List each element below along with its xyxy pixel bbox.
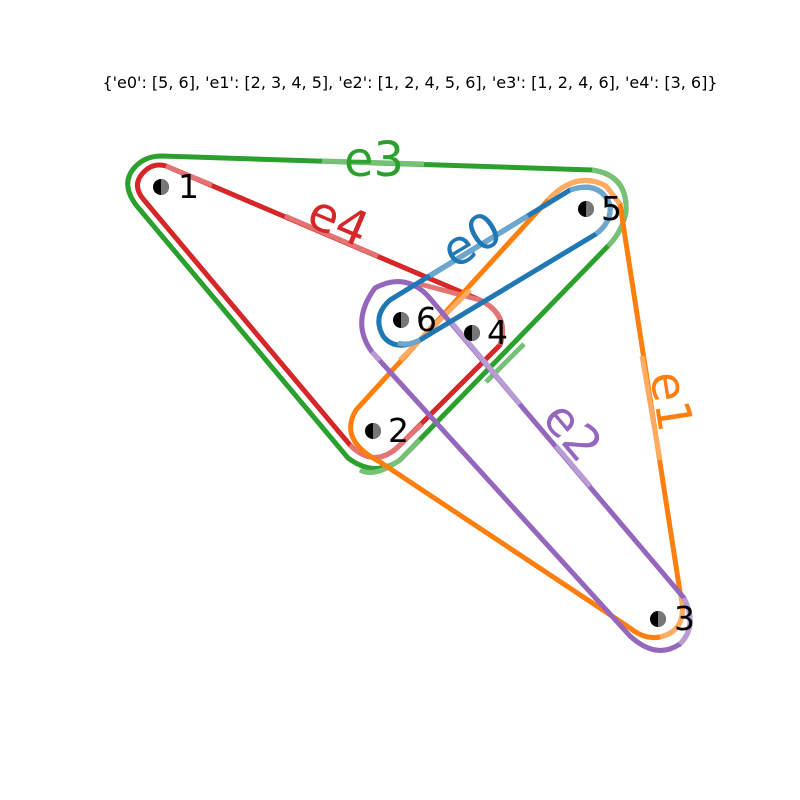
- node-5-label: 5: [601, 189, 622, 228]
- node-4: 4: [464, 313, 508, 352]
- node-3: 3: [650, 599, 695, 638]
- hyperedge-e4-highlight: [370, 321, 693, 646]
- hyperedge-e1-highlight: [398, 177, 685, 640]
- figure-title: {'e0': [5, 6], 'e1': [2, 3, 4, 5], 'e2':…: [102, 73, 717, 92]
- hyperedge-e4-label: e2: [531, 391, 613, 473]
- node-2-marker-half: [373, 423, 381, 439]
- hyperedge-e3-highlight: [165, 163, 505, 460]
- hyperedge-e2: e3: [125, 132, 629, 475]
- hyperedge-e0-highlight: [397, 184, 613, 347]
- node-4-marker-half: [472, 325, 480, 341]
- node-6-marker-half: [401, 312, 409, 328]
- node-5-marker-half: [586, 201, 594, 217]
- node-6-label: 6: [416, 300, 437, 339]
- hyperedge-e1-outline: [348, 177, 685, 641]
- node-1: 1: [153, 167, 199, 206]
- node-4-label: 4: [487, 313, 508, 352]
- hyperedge-e1-label: e1: [638, 367, 703, 435]
- hyperedge-e3-label: e4: [300, 184, 377, 259]
- node-3-label: 3: [674, 599, 695, 638]
- hyperedge-e2-label: e3: [344, 132, 404, 188]
- hyperedge-e4-outline: [359, 279, 693, 653]
- node-2-label: 2: [388, 411, 409, 450]
- node-6: 6: [393, 300, 437, 339]
- node-1-marker-half: [161, 179, 169, 195]
- node-3-marker-half: [658, 611, 666, 627]
- node-2: 2: [365, 411, 409, 450]
- node-1-label: 1: [178, 167, 199, 206]
- node-5: 5: [578, 189, 622, 228]
- hyperedge-e2-highlight: [321, 158, 629, 475]
- hyperedge-e1: e1: [348, 177, 703, 641]
